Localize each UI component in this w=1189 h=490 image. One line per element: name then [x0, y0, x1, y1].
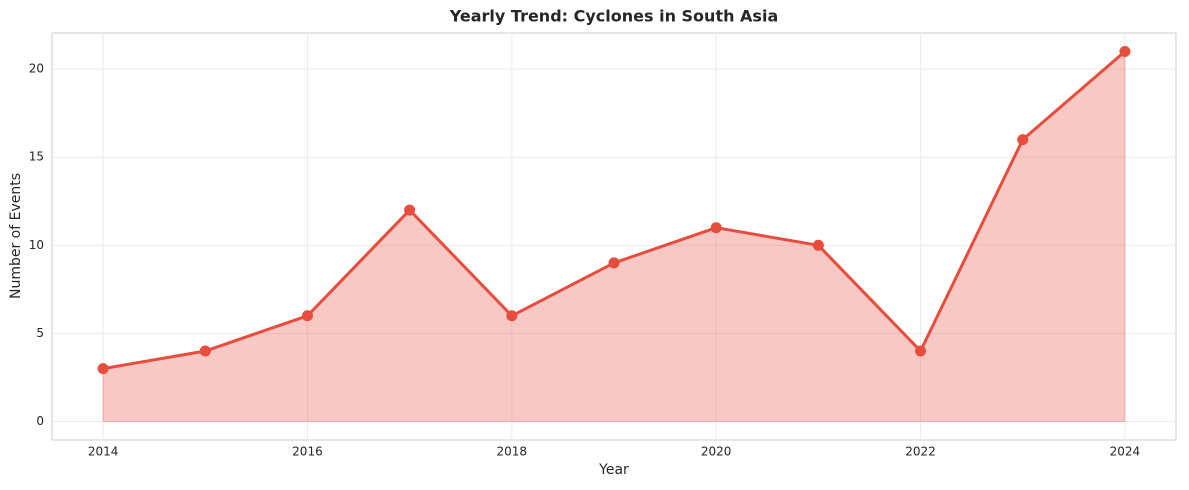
chart-title: Yearly Trend: Cyclones in South Asia [449, 7, 778, 26]
y-axis-label: Number of Events [8, 173, 24, 299]
point [812, 239, 824, 251]
y-tick-label: 5 [36, 326, 44, 340]
point [608, 257, 620, 269]
y-tick-label: 10 [29, 238, 44, 252]
point [915, 345, 927, 357]
point [97, 363, 109, 375]
point [1017, 134, 1029, 146]
point [1119, 46, 1131, 57]
point [506, 310, 518, 322]
x-tick-label: 2018 [497, 445, 528, 459]
x-tick-label: 2024 [1110, 445, 1141, 459]
point [301, 310, 313, 322]
plot-frame [51, 32, 1177, 441]
x-tick-label: 2016 [292, 445, 323, 459]
x-axis-label: Year [598, 462, 629, 478]
y-tick-label: 0 [36, 414, 44, 428]
x-tick-label: 2022 [905, 445, 936, 459]
point [710, 222, 722, 234]
point [199, 345, 211, 357]
point [404, 204, 416, 216]
y-tick-label: 15 [29, 150, 44, 164]
y-tick-label: 20 [29, 62, 44, 76]
x-tick-label: 2020 [701, 445, 732, 459]
x-tick-label: 2014 [88, 445, 119, 459]
